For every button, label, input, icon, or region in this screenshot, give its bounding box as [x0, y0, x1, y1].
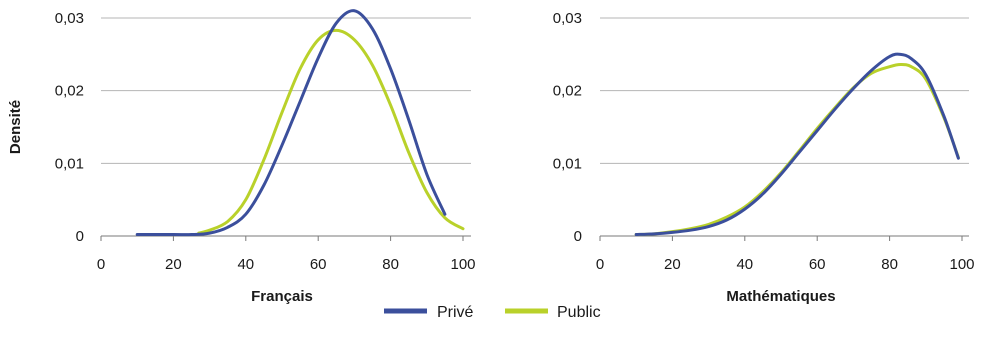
x-tick-label: 80: [382, 256, 399, 273]
series-line-public: [634, 63, 960, 237]
x-tick-label: 20: [165, 256, 182, 273]
y-tick-label: 0: [76, 228, 84, 245]
y-tick-label: 0: [574, 228, 582, 245]
x-tick-label: 60: [310, 256, 327, 273]
y-tick-label: 0,01: [553, 155, 582, 172]
x-tick-label: 80: [881, 256, 898, 273]
y-tick-label: 0,01: [55, 155, 84, 172]
chart-panel-francais: 0 0,01 0,02 0,03 0 20 40 60 80 100 Français Densité: [7, 9, 476, 305]
x-tick-label: 0: [596, 256, 604, 273]
series-line-prive: [634, 52, 960, 237]
legend: Privé Public: [384, 304, 601, 321]
series-line-public: [197, 28, 465, 235]
x-axis-label: Français: [251, 288, 313, 305]
y-tick-label: 0,03: [55, 10, 84, 27]
legend-label-public: Public: [557, 304, 601, 321]
series-line-prive: [135, 9, 447, 237]
y-axis-label: Densité: [7, 100, 24, 154]
chart-panel-mathematiques: 0 0,01 0,02 0,03 0 20 40 60 80 100 Mathématiques: [553, 10, 975, 305]
y-tick-label: 0,03: [553, 10, 582, 27]
x-tick-label: 40: [237, 256, 254, 273]
y-tick-label: 0,02: [553, 83, 582, 100]
x-tick-label: 20: [664, 256, 681, 273]
y-tick-label: 0,02: [55, 83, 84, 100]
x-tick-label: 60: [809, 256, 826, 273]
x-tick-label: 40: [736, 256, 753, 273]
legend-label-prive: Privé: [437, 304, 474, 321]
x-tick-label: 100: [450, 256, 475, 273]
x-tick-label: 100: [949, 256, 974, 273]
x-axis-label: Mathématiques: [726, 288, 835, 305]
x-tick-label: 0: [97, 256, 105, 273]
